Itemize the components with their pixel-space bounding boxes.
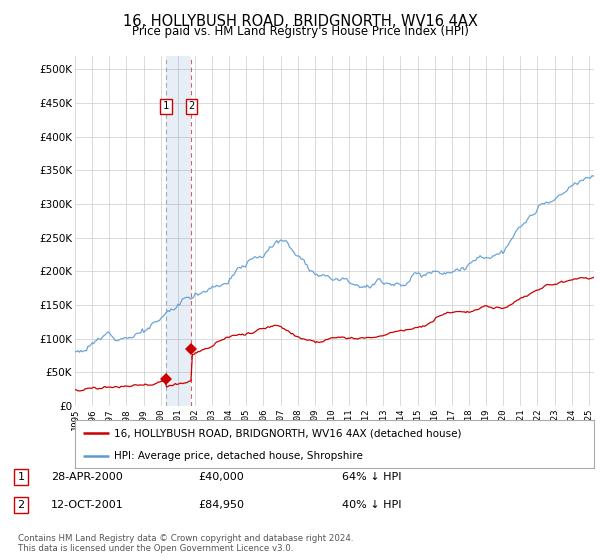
Text: Contains HM Land Registry data © Crown copyright and database right 2024.
This d: Contains HM Land Registry data © Crown c… [18,534,353,553]
Text: £40,000: £40,000 [198,472,244,482]
Text: 40% ↓ HPI: 40% ↓ HPI [342,500,401,510]
Text: Price paid vs. HM Land Registry's House Price Index (HPI): Price paid vs. HM Land Registry's House … [131,25,469,38]
Text: HPI: Average price, detached house, Shropshire: HPI: Average price, detached house, Shro… [114,451,363,461]
Text: 1: 1 [163,101,169,111]
Text: 2: 2 [17,500,25,510]
Text: 16, HOLLYBUSH ROAD, BRIDGNORTH, WV16 4AX: 16, HOLLYBUSH ROAD, BRIDGNORTH, WV16 4AX [122,14,478,29]
Text: 2: 2 [188,101,194,111]
Text: 64% ↓ HPI: 64% ↓ HPI [342,472,401,482]
Bar [166,56,191,406]
Text: 1: 1 [17,472,25,482]
Text: £84,950: £84,950 [198,500,244,510]
Text: 28-APR-2000: 28-APR-2000 [51,472,123,482]
Text: 12-OCT-2001: 12-OCT-2001 [51,500,124,510]
Text: 16, HOLLYBUSH ROAD, BRIDGNORTH, WV16 4AX (detached house): 16, HOLLYBUSH ROAD, BRIDGNORTH, WV16 4AX… [114,428,461,438]
